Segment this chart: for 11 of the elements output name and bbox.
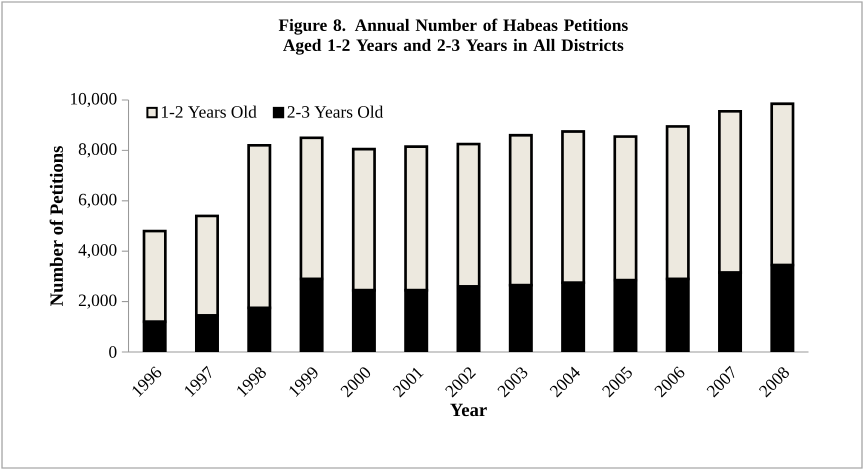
y-tick-label: 6,000: [78, 194, 116, 208]
chart-title: Figure 8. Annual Number of Habeas Petitions Aged 1-2 Years and 2-3 Years in All Districts: [278, 18, 628, 55]
y-tick-label: 0: [109, 346, 116, 358]
y-tick-label: 8,000: [78, 143, 116, 158]
y-tick-label: 2,000: [78, 294, 116, 309]
y-tick-label: 4,000: [78, 244, 116, 258]
x-axis-title: Year: [450, 404, 487, 416]
y-tick-label: 10,000: [71, 92, 116, 108]
legend-label: 2-3 Years Old: [288, 106, 384, 118]
legend-label: 1-2 Years Old: [162, 106, 257, 118]
y-axis-title: Number of Petitions: [50, 146, 63, 306]
